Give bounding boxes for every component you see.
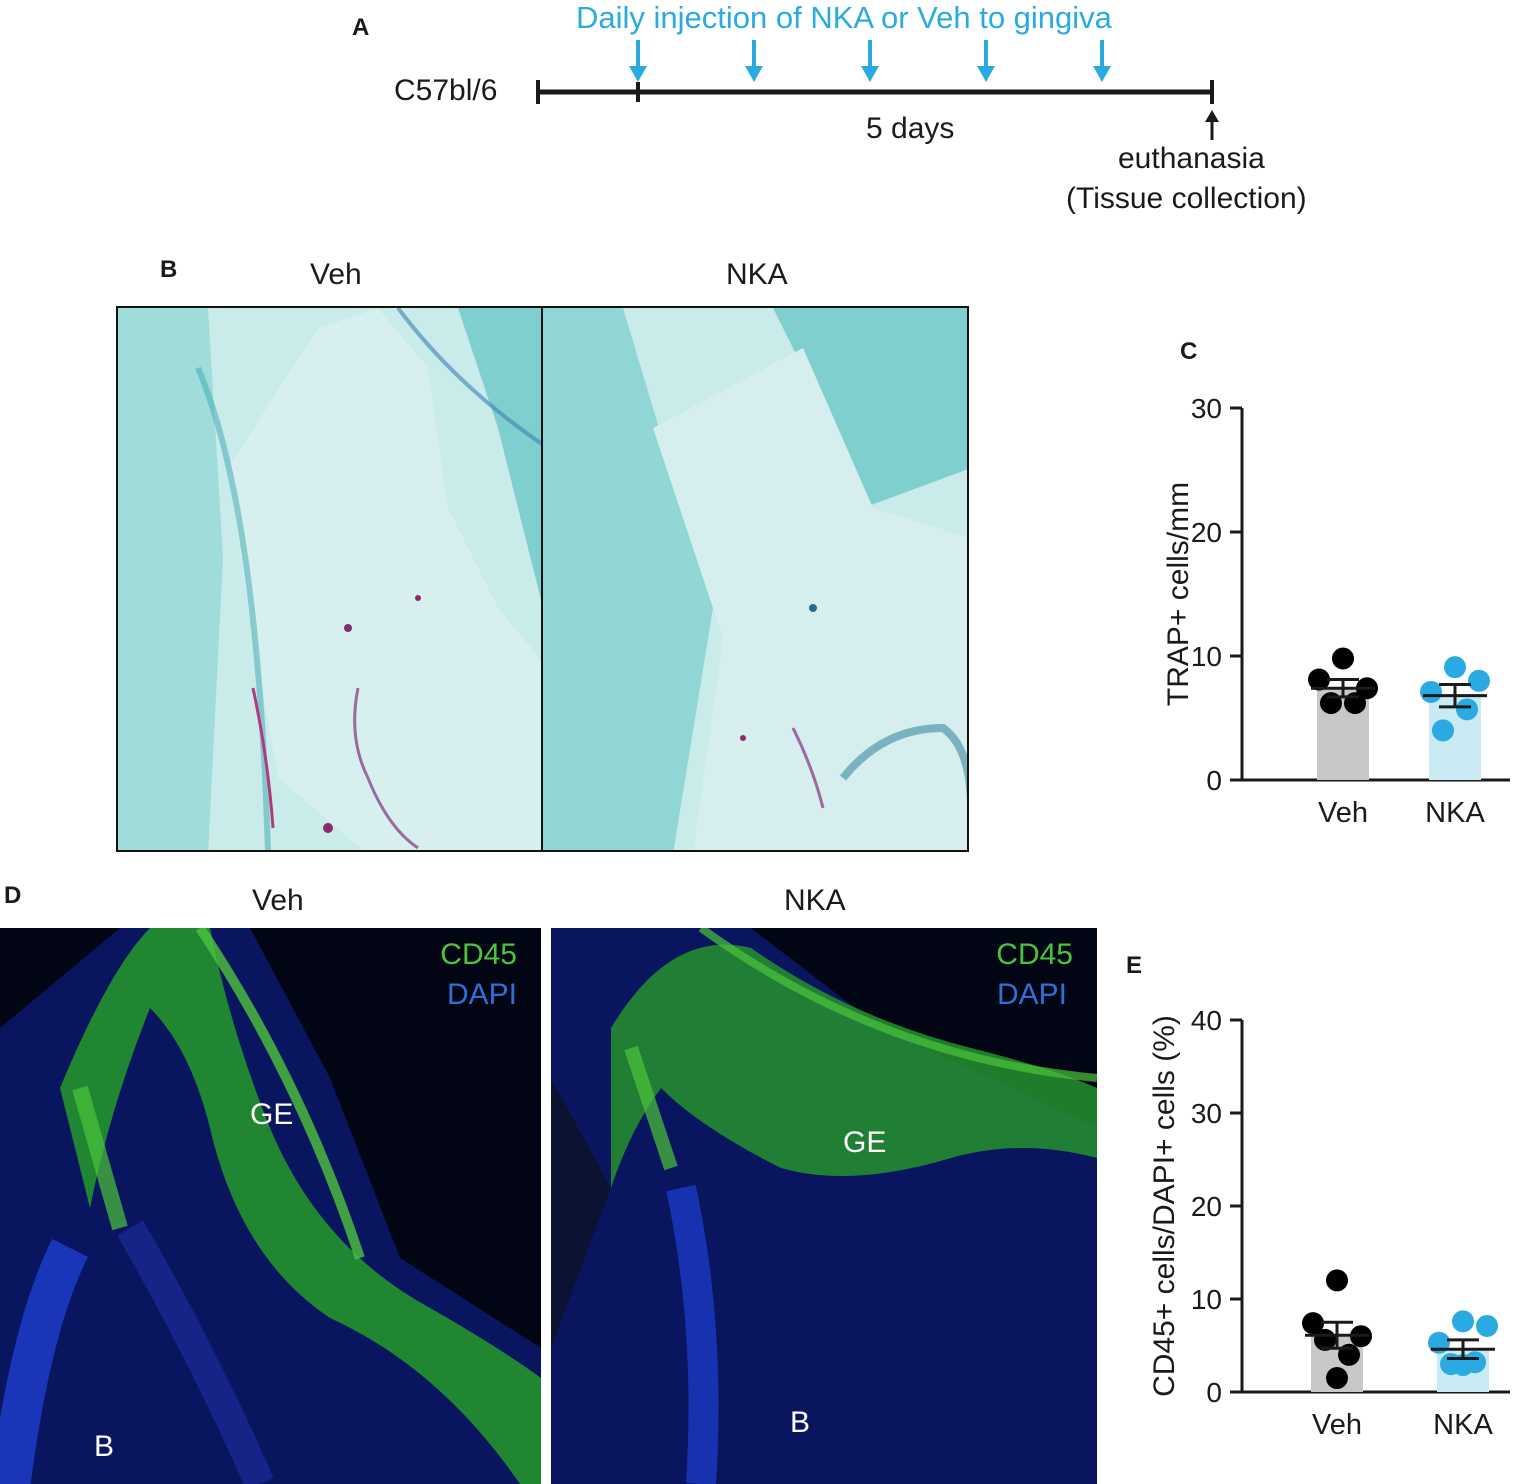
- if-veh-dapi-label: DAPI: [446, 978, 517, 1011]
- injection-arrow: [861, 40, 879, 82]
- x-tick-label: Veh: [1312, 1409, 1362, 1441]
- x-tick-label: Veh: [1318, 797, 1368, 829]
- data-point: [1326, 1269, 1348, 1292]
- y-tick-label: 0: [1206, 1377, 1222, 1408]
- duration-label: 5 days: [866, 112, 955, 145]
- if-veh-image: CD45 DAPI GE B: [0, 928, 541, 1484]
- if-nka-image: CD45 DAPI GE B: [551, 928, 1097, 1484]
- data-point: [1326, 1367, 1348, 1390]
- strain-label: C57bl/6: [394, 74, 498, 107]
- data-point: [1432, 719, 1454, 742]
- x-tick-label: NKA: [1425, 797, 1485, 829]
- data-point: [1444, 656, 1466, 679]
- injection-arrow: [977, 40, 995, 82]
- tissue-collection-label: (Tissue collection): [1066, 182, 1307, 215]
- data-point: [1468, 669, 1490, 692]
- histology-nka-image: [541, 306, 969, 852]
- injection-label: Daily injection of NKA or Veh to gingiva: [576, 0, 1112, 35]
- if-veh-cd45-label: CD45: [440, 938, 517, 971]
- data-point: [1420, 680, 1442, 703]
- injection-arrow: [745, 40, 763, 82]
- panel-label-b: B: [160, 256, 178, 283]
- panel-label-c: C: [1180, 338, 1198, 365]
- if-nka-title: NKA: [784, 884, 846, 917]
- if-nka-cd45-label: CD45: [996, 938, 1073, 971]
- x-tick-label: NKA: [1433, 1409, 1493, 1441]
- if-nka-ge-label: GE: [843, 1126, 887, 1159]
- histology-veh-image: [116, 306, 543, 852]
- euthanasia-arrow: [1205, 110, 1219, 140]
- injection-arrow: [1093, 40, 1111, 82]
- y-tick-label: 10: [1191, 1284, 1222, 1315]
- data-point: [1456, 698, 1478, 721]
- panel-label-a: A: [352, 14, 370, 41]
- data-point: [1476, 1314, 1498, 1337]
- if-veh-b-label: B: [94, 1430, 115, 1463]
- panel-label-e: E: [1126, 952, 1143, 979]
- euthanasia-label: euthanasia: [1118, 142, 1265, 175]
- y-axis-label: CD45+ cells/DAPI+ cells (%): [1148, 1015, 1181, 1397]
- data-point: [1344, 692, 1366, 715]
- if-nka-dapi-label: DAPI: [996, 978, 1067, 1011]
- data-point: [1452, 1310, 1474, 1333]
- y-tick-label: 20: [1191, 517, 1222, 548]
- data-point: [1302, 1312, 1324, 1335]
- panel-label-d: D: [4, 882, 22, 909]
- y-tick-label: 40: [1191, 1005, 1222, 1036]
- data-point: [1320, 692, 1342, 715]
- injection-arrow: [629, 40, 647, 82]
- data-point: [1308, 668, 1330, 691]
- y-tick-label: 20: [1191, 1191, 1222, 1222]
- data-point: [1332, 647, 1354, 670]
- if-veh-ge-label: GE: [250, 1098, 294, 1131]
- chart-trap-cells: 0 10 20 30 TRAP+ cells/mm Veh NKA: [1162, 393, 1510, 829]
- y-tick-label: 10: [1191, 641, 1222, 672]
- timeline-diagram: [536, 40, 1219, 140]
- if-nka-b-label: B: [790, 1406, 811, 1439]
- y-tick-label: 30: [1191, 1098, 1222, 1129]
- if-veh-title: Veh: [252, 884, 304, 917]
- y-tick-label: 0: [1206, 765, 1222, 796]
- y-axis-label: TRAP+ cells/mm: [1162, 482, 1195, 706]
- y-tick-label: 30: [1191, 393, 1222, 424]
- chart-cd45-percent: 0 10 20 30 40 CD45+ cells/DAPI+ cells (%) Veh N…: [1148, 1005, 1510, 1441]
- histology-veh-title: Veh: [310, 258, 362, 291]
- histology-nka-title: NKA: [726, 258, 788, 291]
